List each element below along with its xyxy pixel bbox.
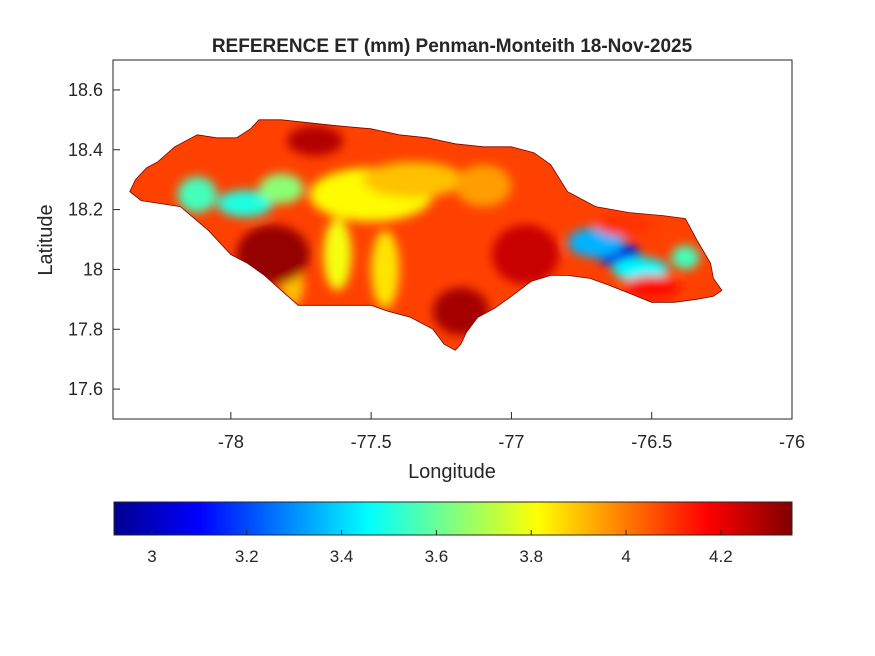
- field-region: [371, 230, 400, 309]
- x-axis: -78 -77.5 -77 -76.5 -76: [218, 412, 805, 452]
- y-tick-label: 18.2: [68, 200, 103, 220]
- colorbar-gradient: [113, 501, 793, 536]
- y-tick-label: 18.6: [68, 80, 103, 100]
- y-tick-label: 17.8: [68, 319, 103, 339]
- x-tick-label: -77.5: [351, 432, 392, 452]
- field-region: [216, 190, 273, 218]
- field-region: [595, 212, 652, 237]
- x-tick-label: -76.5: [631, 432, 672, 452]
- colorbar-tick-label: 3.4: [330, 547, 354, 566]
- colorbar-tick-label: 3.8: [519, 547, 543, 566]
- field-region: [323, 218, 352, 291]
- field-region: [362, 161, 464, 198]
- field-region: [177, 176, 217, 213]
- y-axis-label: Latitude: [35, 204, 57, 275]
- y-axis: 17.6 17.8 18 18.2 18.4 18.6: [68, 80, 120, 399]
- field-region: [623, 275, 680, 300]
- field-region: [671, 245, 700, 270]
- colorbar: 3 3.2 3.4 3.6 3.8 4 4.2: [113, 501, 793, 566]
- colorbar-tick-label: 3.6: [425, 547, 449, 566]
- field-region: [258, 173, 304, 204]
- field-region: [567, 227, 624, 258]
- x-tick-label: -78: [218, 432, 244, 452]
- y-tick-label: 18.4: [68, 140, 103, 160]
- colorbar-tick-label: 4: [621, 547, 630, 566]
- y-tick-label: 17.6: [68, 379, 103, 399]
- colorbar-ticks: 3 3.2 3.4 3.6 3.8 4 4.2: [147, 530, 733, 566]
- chart-title: REFERENCE ET (mm) Penman-Monteith 18-Nov…: [212, 36, 693, 57]
- colorbar-tick-label: 3.2: [235, 547, 259, 566]
- x-axis-label: Longitude: [408, 461, 496, 483]
- colorbar-tick-label: 4.2: [709, 547, 733, 566]
- field-region: [491, 224, 560, 285]
- field-region: [612, 257, 669, 282]
- region-outline: [129, 119, 723, 351]
- y-tick-label: 18: [83, 259, 103, 279]
- axes-box: [112, 59, 793, 420]
- colorbar-tick-label: 3: [147, 547, 156, 566]
- x-tick-label: -76: [779, 432, 805, 452]
- field-region: [455, 164, 512, 207]
- x-tick-label: -77: [498, 432, 524, 452]
- field-region: [286, 125, 344, 156]
